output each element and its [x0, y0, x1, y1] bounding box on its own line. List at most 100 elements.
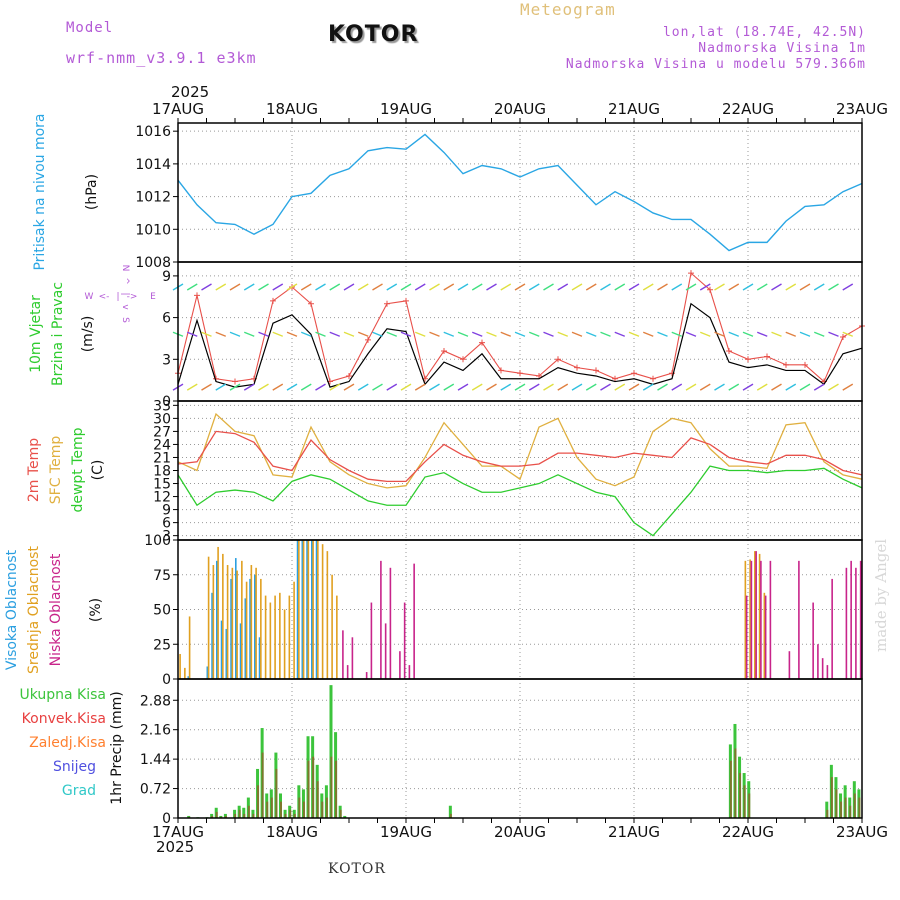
wind-side-label-2: Brzina i Pravac	[50, 282, 66, 386]
wind-direction-arrow	[414, 383, 426, 391]
cloud-bar-low	[351, 637, 354, 679]
wind-gust-marker	[536, 372, 542, 379]
wind-direction-arrow	[315, 283, 326, 291]
cloud-bar-low	[380, 560, 382, 679]
wind-direction-arrow	[600, 283, 611, 291]
cloud-bar-mid	[298, 540, 300, 679]
wind-direction-arrow	[543, 331, 554, 337]
wind-gust-marker	[403, 297, 409, 304]
wind-direction-arrow	[528, 283, 540, 291]
day-label-bottom: 17AUG	[152, 823, 204, 841]
cloud-bar-mid	[312, 540, 314, 679]
wind-direction-arrow	[842, 283, 854, 291]
wind-direction-arrow	[215, 283, 227, 291]
cloud-bar-low	[745, 595, 748, 679]
wind-direction-arrow	[585, 331, 597, 337]
cloud-bar-mid	[222, 553, 224, 679]
wind-direction-arrow	[357, 283, 369, 291]
y-tick-label: 18	[153, 464, 171, 480]
precip-bar-conv	[261, 752, 264, 818]
precip-bar-conv	[339, 809, 342, 818]
wind-direction-arrow	[671, 283, 683, 291]
wind-direction-arrow	[771, 331, 782, 337]
wind-direction-arrow	[343, 283, 355, 291]
wind-direction-arrow	[372, 383, 383, 391]
precip-legend-item: Konvek.Kisa	[22, 711, 106, 727]
y-tick-label: 9	[162, 269, 171, 285]
wind-direction-arrow	[414, 283, 426, 291]
cloud-bar-mid	[307, 540, 310, 679]
cloud-bar-low	[389, 567, 392, 679]
wind-direction-arrow	[728, 331, 740, 337]
precip-bar-total	[242, 807, 246, 818]
precip-bar-conv	[252, 813, 255, 818]
day-label-bottom: 21AUG	[608, 823, 660, 841]
wind-direction-arrow	[386, 331, 398, 337]
cloud-bar-mid	[212, 565, 215, 679]
wind-direction-arrow	[243, 331, 255, 337]
wind-gust-marker	[308, 300, 314, 307]
wind-direction-arrow	[400, 331, 412, 337]
wind-gust-marker	[346, 372, 352, 379]
wind-direction-arrow	[443, 283, 455, 291]
wind-direction-arrow	[742, 331, 754, 337]
temp-unit-label: (C)	[90, 460, 106, 481]
wind-direction-arrow	[742, 283, 754, 291]
model-name: wrf-nmm_v3.9.1 e3km	[66, 49, 257, 67]
y-tick-label: 9	[162, 503, 171, 519]
wind-direction-arrow	[357, 331, 369, 337]
wind-gust-marker	[745, 356, 751, 363]
wind-direction-arrow	[400, 383, 412, 391]
wind-gust-marker	[384, 300, 390, 307]
wind-gust-marker	[498, 367, 504, 374]
cloud-bar-mid	[236, 570, 238, 679]
text-layer: 17AUG 17AUG 18AUG 18AUG 19AUG 19AUG 20AUG 20AUG…	[4, 100, 888, 841]
precip-bar-conv	[284, 813, 287, 818]
wind-direction-arrow	[742, 383, 754, 391]
cloud-bar-low	[845, 567, 848, 679]
wind-direction-arrow	[514, 331, 526, 337]
precip-legend-item: Snijeg	[53, 759, 96, 775]
cloud-side-label-3: Niska Oblacnost	[48, 553, 64, 666]
precip-bar-conv	[211, 815, 214, 818]
wind-gust-marker	[365, 336, 371, 343]
cloud-bar-low	[403, 602, 406, 679]
y-tick-label: 3	[162, 529, 171, 545]
day-label-top: 18AUG	[266, 100, 318, 118]
compass-glyph-v: S	[120, 317, 130, 323]
wind-gust-marker	[574, 364, 580, 371]
wind-direction-arrow	[657, 283, 668, 291]
cloud-bar-mid	[336, 595, 338, 679]
cloud-unit-label: (%)	[88, 598, 104, 622]
y-tick-label: 12	[153, 490, 171, 506]
precip-bar-conv	[257, 785, 260, 818]
wind-gust-marker	[707, 286, 713, 293]
precip-bar-conv	[849, 805, 852, 818]
wind-direction-arrow	[243, 283, 255, 291]
cloud-bar-mid	[754, 551, 756, 679]
wind-direction-arrow	[571, 383, 583, 391]
day-label-bottom: 19AUG	[380, 823, 432, 841]
wind-direction-arrow	[714, 331, 725, 337]
wind-direction-arrow	[300, 331, 312, 337]
wind-direction-arrow	[699, 383, 711, 391]
wind-direction-arrow	[500, 383, 512, 391]
wind-direction-arrow	[229, 283, 241, 291]
compass-glyph-h: <-	[99, 292, 110, 302]
wind-direction-arrow	[657, 331, 668, 337]
wind-gust-marker	[764, 353, 770, 360]
y-tick-label: 6	[162, 516, 171, 532]
dewpoint-line	[177, 465, 863, 537]
wind-direction-arrow	[429, 331, 440, 337]
wind-direction-arrow	[842, 331, 854, 337]
wind-gust-marker	[840, 334, 846, 341]
wind-gust-marker	[441, 347, 447, 354]
wind-direction-arrow	[471, 283, 483, 291]
wind-direction-arrow	[557, 283, 569, 291]
precip-bar-conv	[302, 801, 305, 818]
cloud-bar-mid	[188, 616, 191, 679]
city-title: KOTOR	[328, 22, 419, 47]
wind-direction-arrow	[714, 283, 725, 291]
cloud-bar-mid	[250, 565, 253, 679]
day-label-bottom: 20AUG	[494, 823, 546, 841]
